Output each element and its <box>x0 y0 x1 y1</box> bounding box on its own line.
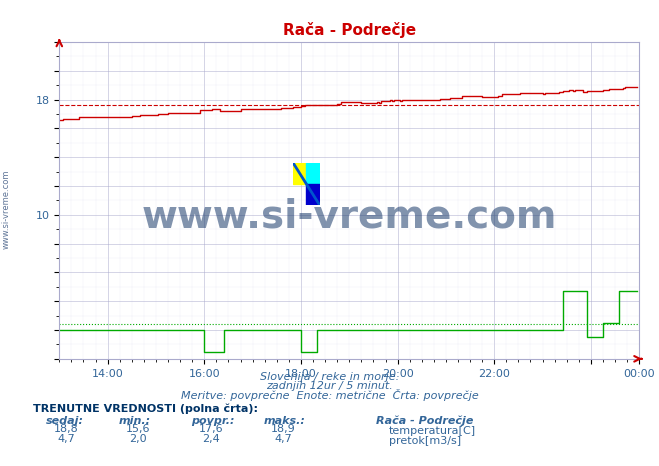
Text: 4,7: 4,7 <box>275 434 292 444</box>
Text: 4,7: 4,7 <box>57 434 74 444</box>
Text: 18,8: 18,8 <box>53 425 78 434</box>
Bar <box>293 163 306 184</box>
Text: maks.:: maks.: <box>264 416 306 426</box>
Bar <box>306 184 320 205</box>
Text: povpr.:: povpr.: <box>191 416 235 426</box>
Text: 2,4: 2,4 <box>202 434 219 444</box>
Text: www.si-vreme.com: www.si-vreme.com <box>142 197 557 235</box>
Text: zadnjih 12ur / 5 minut.: zadnjih 12ur / 5 minut. <box>266 381 393 391</box>
Text: 17,6: 17,6 <box>198 425 223 434</box>
Text: Rača - Podrečje: Rača - Podrečje <box>376 416 473 426</box>
Text: pretok[m3/s]: pretok[m3/s] <box>389 436 461 445</box>
Text: Slovenija / reke in morje.: Slovenija / reke in morje. <box>260 372 399 382</box>
Bar <box>306 163 320 184</box>
Text: Meritve: povprečne  Enote: metrične  Črta: povprečje: Meritve: povprečne Enote: metrične Črta:… <box>181 390 478 401</box>
Text: www.si-vreme.com: www.si-vreme.com <box>2 170 11 249</box>
Text: 2,0: 2,0 <box>130 434 147 444</box>
Text: temperatura[C]: temperatura[C] <box>389 426 476 436</box>
Text: TRENUTNE VREDNOSTI (polna črta):: TRENUTNE VREDNOSTI (polna črta): <box>33 404 258 414</box>
Text: min.:: min.: <box>119 416 151 426</box>
Text: 15,6: 15,6 <box>126 425 151 434</box>
Title: Rača - Podrečje: Rača - Podrečje <box>283 22 416 38</box>
Text: sedaj:: sedaj: <box>46 416 84 426</box>
Text: 18,9: 18,9 <box>271 425 296 434</box>
